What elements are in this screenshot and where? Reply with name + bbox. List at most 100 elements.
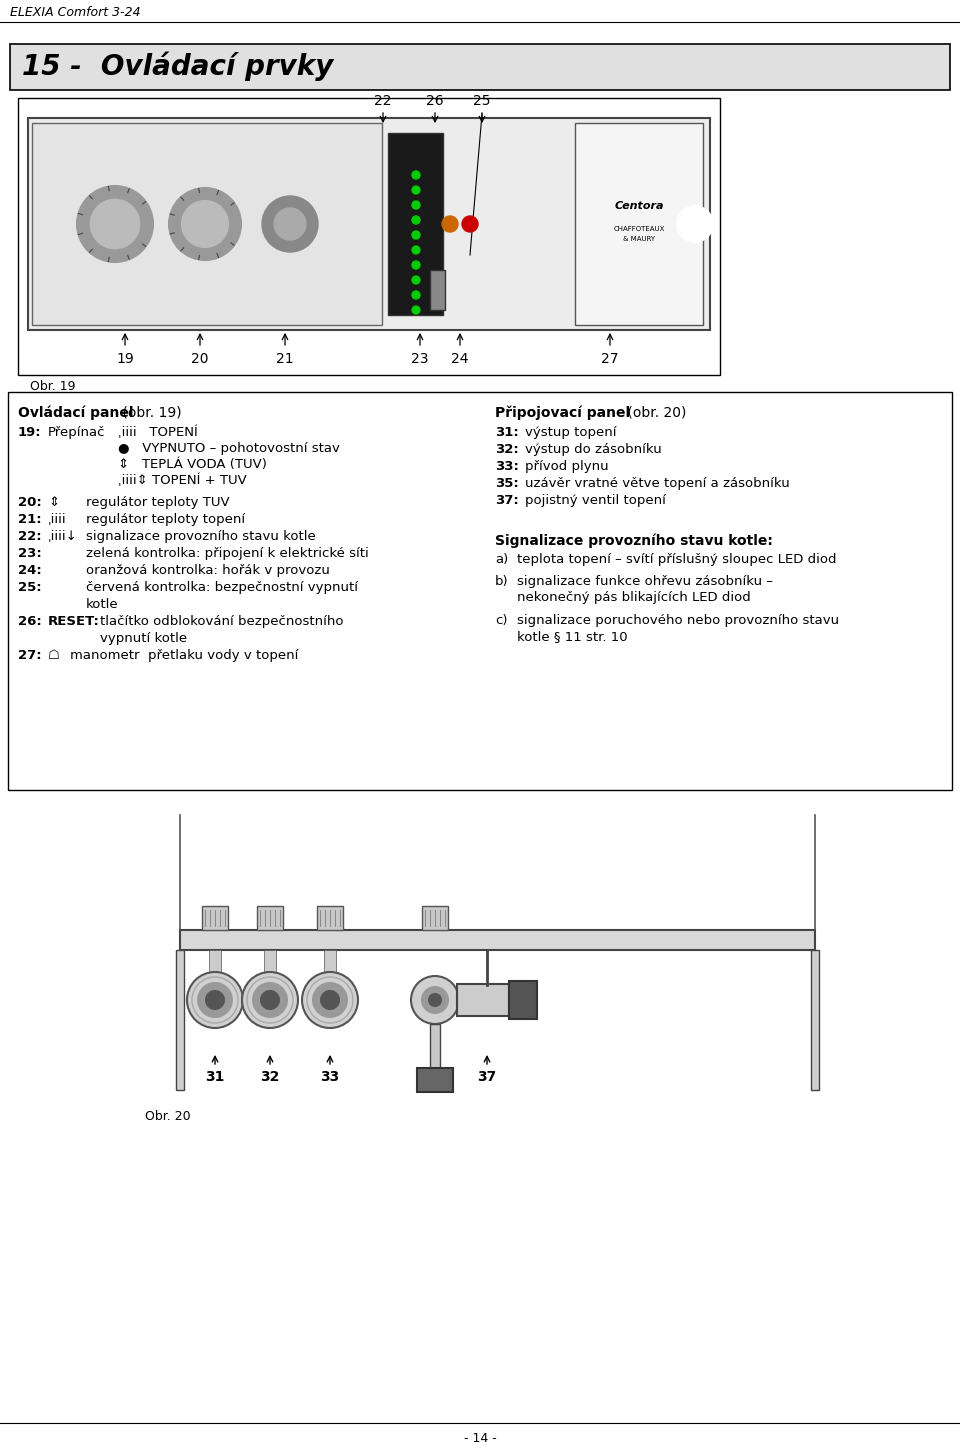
- Bar: [176, 950, 184, 1090]
- Text: ●   VYPNUTO – pohotovostní stav: ● VYPNUTO – pohotovostní stav: [118, 442, 340, 455]
- Circle shape: [242, 972, 298, 1029]
- Circle shape: [412, 186, 420, 194]
- Text: b): b): [495, 575, 509, 588]
- Text: 15 -  Ovládací prvky: 15 - Ovládací prvky: [22, 51, 333, 80]
- Circle shape: [302, 972, 358, 1029]
- Circle shape: [412, 291, 420, 298]
- Circle shape: [412, 172, 420, 179]
- Circle shape: [421, 986, 449, 1014]
- Text: oranžová kontrolka: hořák v provozu: oranžová kontrolka: hořák v provozu: [86, 565, 330, 578]
- Text: 35:: 35:: [495, 477, 518, 490]
- Text: vypnutí kotle: vypnutí kotle: [100, 631, 187, 645]
- Bar: [324, 950, 336, 972]
- Text: RESET:: RESET:: [48, 615, 100, 629]
- Circle shape: [90, 199, 140, 249]
- Text: ☖: ☖: [48, 649, 60, 662]
- Bar: [430, 271, 445, 310]
- Text: signalizace provozního stavu kotle: signalizace provozního stavu kotle: [86, 530, 316, 543]
- Circle shape: [412, 276, 420, 284]
- Text: ˌiiii⇕ TOPENÍ + TUV: ˌiiii⇕ TOPENÍ + TUV: [118, 474, 247, 487]
- Text: tlačítko odblokování bezpečnostního: tlačítko odblokování bezpečnostního: [100, 615, 344, 629]
- Text: a): a): [495, 553, 508, 566]
- Circle shape: [462, 215, 478, 231]
- Bar: [457, 984, 509, 1016]
- Text: Přepínač: Přepínač: [48, 426, 106, 439]
- Bar: [8, 391, 952, 790]
- Text: 20:: 20:: [18, 496, 41, 509]
- Text: ˌiiii   TOPENÍ: ˌiiii TOPENÍ: [118, 426, 198, 439]
- Circle shape: [411, 976, 459, 1024]
- Text: nekonečný pás blikajících LED diod: nekonečný pás blikajících LED diod: [517, 591, 751, 604]
- Text: 25:: 25:: [18, 581, 41, 594]
- Text: uzávěr vratné větve topení a zásobníku: uzávěr vratné větve topení a zásobníku: [525, 477, 790, 490]
- Text: Připojovací panel: Připojovací panel: [495, 406, 630, 420]
- Circle shape: [252, 982, 288, 1018]
- Text: regulátor teploty topení: regulátor teploty topení: [86, 514, 245, 527]
- Circle shape: [181, 201, 228, 247]
- Bar: [202, 906, 228, 930]
- Circle shape: [77, 186, 153, 262]
- Circle shape: [274, 208, 306, 240]
- Circle shape: [412, 306, 420, 314]
- Circle shape: [412, 201, 420, 210]
- Circle shape: [428, 992, 442, 1007]
- Text: ⇕   TEPLÁ VODA (TUV): ⇕ TEPLÁ VODA (TUV): [118, 458, 267, 471]
- Text: ELEXIA Comfort 3-24: ELEXIA Comfort 3-24: [10, 6, 140, 19]
- Bar: [28, 118, 710, 330]
- Text: (obr. 19): (obr. 19): [118, 406, 181, 420]
- Circle shape: [412, 260, 420, 269]
- Text: 32: 32: [260, 1069, 279, 1084]
- Text: kotle § 11 str. 10: kotle § 11 str. 10: [517, 630, 628, 643]
- Text: červená kontrolka: bezpečnostní vypnutí: červená kontrolka: bezpečnostní vypnutí: [86, 581, 358, 594]
- Bar: [32, 124, 382, 324]
- Text: CHAFFOTEAUX: CHAFFOTEAUX: [613, 226, 664, 231]
- Text: Signalizace provozního stavu kotle:: Signalizace provozního stavu kotle:: [495, 533, 773, 547]
- Text: 21:: 21:: [18, 514, 41, 527]
- Text: manometr  přetlaku vody v topení: manometr přetlaku vody v topení: [70, 649, 299, 662]
- Text: 26: 26: [426, 95, 444, 108]
- Text: 21: 21: [276, 352, 294, 367]
- Text: 33:: 33:: [495, 460, 518, 473]
- Circle shape: [412, 246, 420, 255]
- Text: kotle: kotle: [86, 598, 119, 611]
- Text: ⇕: ⇕: [48, 496, 60, 509]
- Text: 27: 27: [601, 352, 619, 367]
- Text: 27:: 27:: [18, 649, 41, 662]
- Circle shape: [320, 989, 340, 1010]
- Circle shape: [312, 982, 348, 1018]
- Text: zelená kontrolka: připojení k elektrické síti: zelená kontrolka: připojení k elektrické…: [86, 547, 369, 560]
- Text: regulátor teploty TUV: regulátor teploty TUV: [86, 496, 229, 509]
- Circle shape: [197, 982, 233, 1018]
- Bar: [417, 1068, 453, 1093]
- Bar: [430, 1024, 440, 1069]
- Bar: [18, 97, 720, 375]
- Bar: [388, 132, 443, 314]
- Text: Ovládací panel: Ovládací panel: [18, 406, 133, 420]
- Bar: [422, 906, 448, 930]
- Bar: [509, 981, 537, 1018]
- Bar: [575, 124, 703, 324]
- Text: & MAURY: & MAURY: [623, 236, 655, 242]
- Bar: [317, 906, 343, 930]
- Bar: [264, 950, 276, 972]
- Bar: [180, 930, 815, 950]
- Text: 24: 24: [451, 352, 468, 367]
- Circle shape: [205, 989, 225, 1010]
- Bar: [811, 950, 819, 1090]
- Text: 37:: 37:: [495, 495, 518, 506]
- Text: 19:: 19:: [18, 426, 41, 439]
- Text: signalizace poruchového nebo provozního stavu: signalizace poruchového nebo provozního …: [517, 614, 839, 627]
- Circle shape: [412, 231, 420, 239]
- Circle shape: [260, 989, 280, 1010]
- Text: 23: 23: [411, 352, 429, 367]
- Text: 19: 19: [116, 352, 133, 367]
- Text: - 14 -: - 14 -: [464, 1433, 496, 1445]
- Text: 24:: 24:: [18, 565, 41, 578]
- Text: 20: 20: [191, 352, 208, 367]
- Text: signalizace funkce ohřevu zásobníku –: signalizace funkce ohřevu zásobníku –: [517, 575, 773, 588]
- Text: 26:: 26:: [18, 615, 41, 629]
- Text: c): c): [495, 614, 508, 627]
- Circle shape: [262, 196, 318, 252]
- Circle shape: [187, 972, 243, 1029]
- Text: Obr. 20: Obr. 20: [145, 1110, 191, 1123]
